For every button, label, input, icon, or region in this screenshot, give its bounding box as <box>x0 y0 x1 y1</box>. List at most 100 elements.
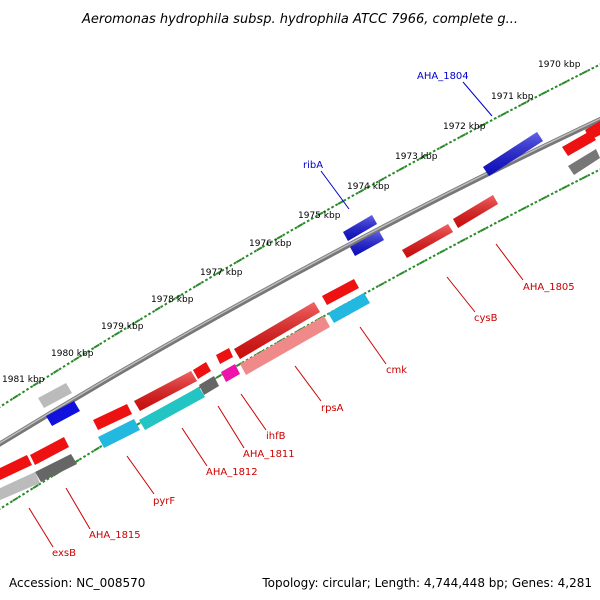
tick-dot <box>473 232 477 236</box>
gene-label-ribA[interactable]: ribA <box>303 160 323 171</box>
tick-dot <box>363 187 367 191</box>
tick-dot <box>465 236 469 240</box>
gene-label-pyrF[interactable]: pyrF <box>153 496 175 507</box>
tick-dot <box>139 317 144 321</box>
gene-label-AHA_1805[interactable]: AHA_1805 <box>523 282 575 293</box>
tick-dot <box>554 85 558 89</box>
tick-dot <box>591 171 595 175</box>
tick-dot <box>432 254 436 258</box>
gene-rpsA-red-block[interactable] <box>234 302 320 359</box>
tick-dot <box>253 249 257 253</box>
gene-exsB-red-block[interactable] <box>0 455 32 481</box>
tick-dot <box>558 83 562 87</box>
gene-label-cysB[interactable]: cysB <box>474 313 498 324</box>
tick-dot <box>444 247 448 251</box>
tick-dot <box>469 129 473 133</box>
tick-dot <box>134 318 141 324</box>
gene-label-AHA_1815[interactable]: AHA_1815 <box>89 530 141 541</box>
tick-dot <box>378 177 385 183</box>
gene-AHA_1812-teal-block[interactable] <box>139 387 205 430</box>
tick-dot <box>82 352 87 356</box>
tick-dot <box>561 80 568 85</box>
gene-pyrF-red-block[interactable] <box>93 404 132 430</box>
genome-summary-text: Topology: circular; Length: 4,744,448 bp… <box>261 576 592 590</box>
gene-left-blue-block[interactable] <box>46 401 80 426</box>
tick-dot <box>192 285 196 289</box>
tick-dot <box>276 234 283 240</box>
gene-ribA-block-2[interactable] <box>350 231 384 256</box>
gene-exsB-silver-block[interactable] <box>0 472 40 501</box>
gene-pyrF-cyan-block[interactable] <box>98 419 140 448</box>
tick-dot <box>249 252 253 256</box>
tick-dot <box>497 114 501 118</box>
tick-dot <box>314 214 318 218</box>
tick-dot <box>188 287 192 292</box>
gene-AHA_1815-red-block[interactable] <box>30 437 69 465</box>
tick-dot <box>398 271 405 276</box>
gene-right-red-block[interactable] <box>562 131 596 156</box>
tick-dot <box>70 359 74 363</box>
tick-dot <box>93 446 100 452</box>
gene-AHA_1812-red-block[interactable] <box>134 371 197 411</box>
tick-dot <box>265 346 270 350</box>
kbp-label: 1976 kbp <box>249 239 292 249</box>
tick-dot <box>570 181 575 185</box>
gene-AHA_1815-gray-block[interactable] <box>35 454 77 482</box>
tick-dot <box>428 256 432 260</box>
tick-dot <box>215 270 222 276</box>
tick-dot <box>497 219 501 223</box>
tick-dot <box>330 205 335 209</box>
tick-dot <box>416 263 420 266</box>
blue-leader-lines <box>320 81 493 210</box>
gene-ihfB-magenta-block[interactable] <box>221 364 240 382</box>
gene-left-silver-block[interactable] <box>38 383 72 408</box>
tick-dot <box>469 234 473 238</box>
tick-dot <box>78 457 83 461</box>
gene-label-AHA_1812[interactable]: AHA_1812 <box>206 467 258 478</box>
tick-dot <box>493 221 497 225</box>
tick-dot <box>387 173 392 177</box>
tick-dot <box>351 194 355 198</box>
gene-label-AHA_1804[interactable]: AHA_1804 <box>417 71 469 82</box>
gene-cmk-cyan-block[interactable] <box>328 293 370 323</box>
gene-AHA_1811-gray-block[interactable] <box>199 376 219 395</box>
gene-AHA_1804-block[interactable] <box>483 132 543 176</box>
tick-dot <box>261 245 266 249</box>
gene-rpsA-salmon-block[interactable] <box>240 316 330 375</box>
gene-cysB-block[interactable] <box>453 195 498 228</box>
tick-dot <box>396 169 400 173</box>
gene-label-ihfB[interactable]: ihfB <box>266 431 286 442</box>
tick-dot <box>526 204 530 208</box>
tick-dot <box>154 306 161 312</box>
tick-dot <box>334 203 339 207</box>
gene-label-cmk[interactable]: cmk <box>386 365 407 376</box>
tick-dot <box>485 121 489 125</box>
tick-dot <box>489 224 493 227</box>
outer-tick-dots <box>0 63 600 409</box>
gene-label-AHA_1811[interactable]: AHA_1811 <box>243 449 295 460</box>
gene-AHA_1805-block[interactable] <box>402 224 453 258</box>
gene-cmk-red-block[interactable] <box>322 279 359 305</box>
tick-dot <box>256 246 263 252</box>
gene-right-edge-red-block[interactable] <box>585 121 600 140</box>
tick-dot <box>123 327 127 331</box>
tick-dot <box>517 104 522 108</box>
tick-dot <box>355 191 359 195</box>
tick-dot <box>215 374 222 379</box>
gene-right-gray-block[interactable] <box>568 149 600 175</box>
gene-label-exsB[interactable]: exsB <box>52 548 76 559</box>
tick-dot <box>387 278 392 282</box>
tick-dot <box>212 273 217 277</box>
tick-dot <box>160 305 164 309</box>
tick-dot <box>265 242 270 246</box>
tick-dot <box>457 241 461 245</box>
gene-AHA_1811-red-block[interactable] <box>193 362 211 379</box>
gene-ihfB-red-block[interactable] <box>216 348 233 364</box>
gene-ribA-block[interactable] <box>343 215 377 241</box>
gene-label-rpsA[interactable]: rpsA <box>321 403 344 414</box>
tick-dot <box>391 171 396 175</box>
tick-dot <box>42 377 46 381</box>
tick-dot <box>269 344 274 348</box>
tick-dot <box>412 265 416 269</box>
